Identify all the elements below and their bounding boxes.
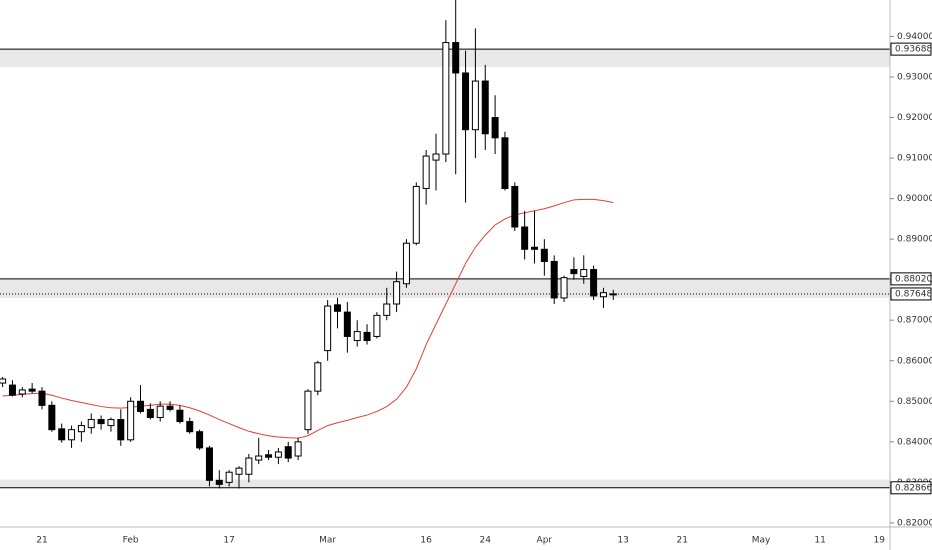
candle-body bbox=[324, 305, 332, 352]
y-tick-label: 0.93000 bbox=[897, 73, 932, 83]
candle-body bbox=[363, 331, 371, 341]
y-tick-label: 0.91000 bbox=[897, 154, 932, 164]
candle-body bbox=[97, 419, 105, 425]
candle-body bbox=[38, 390, 46, 406]
y-tick-label: 0.86000 bbox=[897, 356, 932, 366]
x-tick-label: 21 bbox=[677, 536, 688, 546]
candle-body bbox=[284, 446, 292, 459]
x-tick-label: 24 bbox=[480, 536, 492, 546]
candle-body bbox=[432, 153, 440, 161]
candle-body bbox=[265, 454, 273, 458]
candle-body bbox=[146, 408, 154, 419]
x-tick-label: Mar bbox=[319, 536, 336, 546]
candle-body bbox=[77, 425, 85, 433]
candle-body bbox=[550, 260, 558, 299]
candle-body bbox=[511, 185, 519, 228]
candle-body bbox=[127, 400, 135, 441]
candle-body bbox=[501, 137, 509, 189]
candle-body bbox=[452, 42, 460, 74]
candle-body bbox=[540, 248, 548, 262]
candle-body bbox=[334, 304, 341, 312]
y-tick-label: 0.84000 bbox=[897, 437, 932, 447]
y-tick-label: 0.89000 bbox=[897, 235, 932, 245]
candle-body bbox=[156, 405, 164, 419]
candle-body bbox=[117, 419, 125, 441]
candle-body bbox=[225, 471, 233, 483]
candle-body bbox=[412, 185, 420, 244]
candle-body bbox=[294, 441, 302, 457]
candle-body bbox=[590, 269, 598, 297]
x-tick-label: 17 bbox=[223, 536, 234, 546]
candle-body bbox=[402, 242, 410, 285]
candle-body bbox=[274, 451, 282, 458]
x-tick-label: May bbox=[752, 536, 771, 546]
candle-body bbox=[491, 117, 499, 139]
candle-body bbox=[235, 467, 243, 475]
candle-body bbox=[18, 389, 26, 395]
level-label-box bbox=[890, 42, 932, 56]
candle-body bbox=[373, 314, 381, 337]
y-tick-label: 0.82000 bbox=[897, 518, 932, 528]
level-label: 0.93688 bbox=[895, 45, 932, 55]
level-label: 0.88020 bbox=[895, 274, 932, 284]
candle-body bbox=[599, 292, 607, 298]
candle-body bbox=[481, 80, 489, 135]
candle-body bbox=[580, 269, 588, 277]
candle-body bbox=[186, 421, 194, 433]
y-tick-label: 0.87000 bbox=[897, 316, 932, 326]
candle-body bbox=[353, 331, 361, 341]
candle-body bbox=[28, 388, 36, 392]
x-tick-label: 21 bbox=[36, 536, 47, 546]
candle-body bbox=[442, 42, 450, 155]
x-tick-label: 19 bbox=[874, 536, 886, 546]
x-tick-label: Feb bbox=[123, 536, 139, 546]
candle-body bbox=[0, 378, 7, 384]
y-tick-label: 0.90000 bbox=[897, 194, 932, 204]
candle-body bbox=[48, 404, 56, 431]
candle-body bbox=[304, 390, 312, 431]
x-tick-label: 13 bbox=[617, 536, 628, 546]
x-tick-label: Apr bbox=[537, 536, 553, 546]
candle-body bbox=[176, 409, 184, 423]
y-tick-label: 0.94000 bbox=[897, 32, 932, 42]
candle-body bbox=[8, 384, 16, 396]
candle-body bbox=[215, 479, 223, 485]
candle-body bbox=[383, 303, 391, 316]
candle-body bbox=[58, 428, 66, 441]
level-label: 0.87648 bbox=[895, 289, 932, 299]
zone bbox=[0, 278, 890, 298]
candle-body bbox=[422, 155, 430, 189]
level-label-box bbox=[890, 287, 932, 301]
candle-body bbox=[68, 429, 76, 441]
candle-body bbox=[107, 419, 115, 427]
y-tick-label: 0.85000 bbox=[897, 397, 932, 407]
candle-body bbox=[531, 246, 538, 250]
candle-body bbox=[137, 400, 144, 412]
candle-body bbox=[245, 457, 253, 475]
candle-body bbox=[609, 293, 617, 296]
plot-area bbox=[0, 0, 890, 489]
candle-body bbox=[87, 419, 95, 429]
candle-body bbox=[205, 447, 213, 481]
level-label-box bbox=[890, 481, 932, 495]
y-tick-label: 0.92000 bbox=[897, 113, 932, 123]
candle-body bbox=[393, 281, 401, 305]
zone bbox=[0, 479, 890, 488]
candle-body bbox=[471, 80, 479, 131]
x-tick-label: 11 bbox=[814, 536, 825, 546]
candle-body bbox=[462, 72, 470, 131]
level-label-box bbox=[890, 272, 932, 286]
candle-body bbox=[343, 311, 351, 337]
candle-body bbox=[570, 269, 578, 275]
candle-body bbox=[255, 455, 263, 461]
candle-body bbox=[521, 226, 529, 250]
candle-body bbox=[196, 431, 204, 449]
candle-body bbox=[314, 362, 322, 392]
level-label: 0.82866 bbox=[895, 483, 932, 493]
candle-body bbox=[560, 277, 568, 299]
x-tick-label: 16 bbox=[420, 536, 432, 546]
candle-body bbox=[166, 405, 174, 410]
